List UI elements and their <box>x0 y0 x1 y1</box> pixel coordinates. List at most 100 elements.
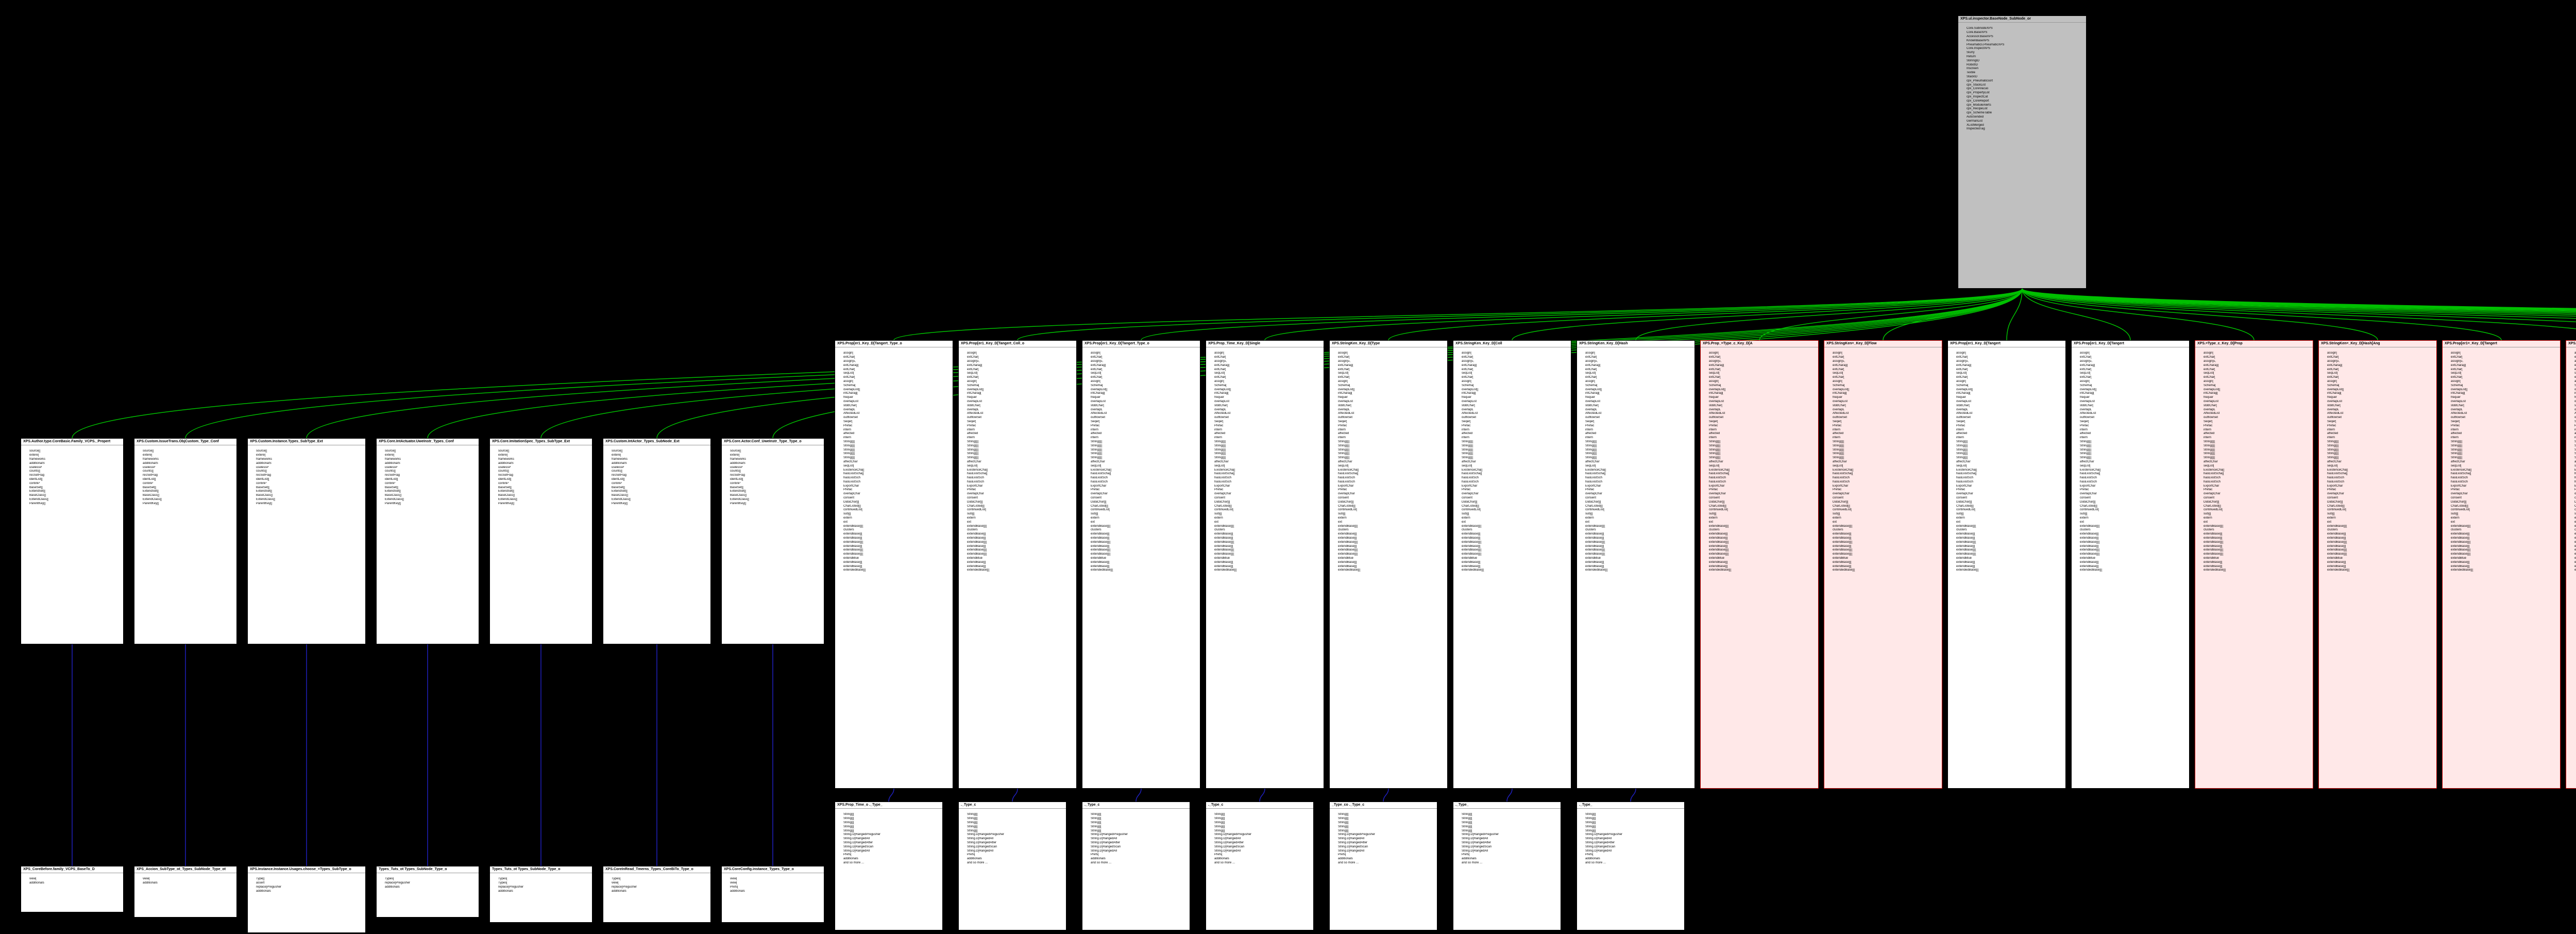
node-item: extere[ <box>385 454 478 458</box>
node-item: assign[u, <box>1585 360 1693 364</box>
node-item: extendBlue <box>843 557 952 561</box>
node-item: String[[[[ <box>967 452 1075 456</box>
node-item: String[[[[ <box>1338 440 1446 444</box>
node-item: consent <box>1833 496 1941 501</box>
node-item: outflowSet <box>1585 416 1693 420</box>
node-item: intern <box>967 436 1075 440</box>
node-item: extendBase[[[ <box>843 561 952 565</box>
node-item: intern <box>1338 428 1446 432</box>
node-item: String[[[[ <box>2204 448 2312 453</box>
node-item: extCharag[ <box>2204 364 2312 368</box>
node-item: seqList[ <box>1338 372 1446 376</box>
node-item: extendBase[[[ <box>2327 537 2435 541</box>
node-item: extendBase[[[[ <box>1091 541 1199 545</box>
node-item: overlapL <box>1462 408 1570 412</box>
node-item: continP <box>730 482 823 486</box>
node-item: ParentKey[] <box>29 502 122 506</box>
node-item: extere[ <box>143 454 235 458</box>
node-item: hasExistSch <box>2451 480 2559 485</box>
node-item: RobotID <box>1967 63 2085 68</box>
node-item: Seqer[ <box>1338 420 1446 424</box>
node-item: affectChar <box>1709 460 1817 464</box>
node-title: ._Type_ <box>1577 802 1684 809</box>
node-item: extendBase[[[[ <box>1833 548 1941 553</box>
node-item: ExportChar <box>1338 485 1446 489</box>
node-item: ExportChar <box>1462 485 1570 489</box>
node-item: continuedList[ <box>1833 508 1941 512</box>
node-item: seqList[ <box>2204 372 2312 376</box>
node-item: resSetFlag <box>256 474 364 478</box>
node-item: StirringID <box>1967 59 2085 63</box>
node-item: String[[[[ <box>1091 444 1199 448</box>
node-item: intCharag[ <box>1585 392 1693 396</box>
node-item: seqList[ <box>1833 372 1941 376</box>
node-item: extendedBase[[[ <box>843 569 952 573</box>
node-item: extendBase[[[ <box>2327 532 2435 537</box>
node-item: overlapL <box>2080 408 2188 412</box>
node-title: XPS.=Type_c_Key_D[Prop <box>2195 341 2313 347</box>
node-item: String[[[ <box>1091 825 1189 829</box>
node-item: Prefac <box>1214 488 1323 492</box>
node-item: AffectedList <box>2204 412 2312 416</box>
node-item: extendedBase[[[ <box>1585 569 1693 573</box>
node-item: overlapChar <box>2080 492 2188 496</box>
node-title: XPS.StringKen_Key_D[Coll <box>1453 341 1571 347</box>
node-item: counts[[ <box>498 470 591 474</box>
small-node-1: XPS.Custom.IssueTrans.ObjCustom_Type_Con… <box>134 438 237 644</box>
node-item: intern <box>1462 436 1570 440</box>
node-item: Prefac <box>1462 424 1570 428</box>
node-item: source[[ <box>29 449 122 454</box>
node-item: affected <box>2080 432 2188 436</box>
node-item: affectChar <box>1956 460 2064 464</box>
node-item: BaseClass[] <box>143 494 235 498</box>
node-item: hasExistScha[[ <box>2451 472 2559 476</box>
node-items: Type[[assertreplace[Pregusheradditionals <box>248 876 365 894</box>
node-item: intCharag[ <box>1338 392 1446 396</box>
node-item: frequer <box>2327 396 2435 400</box>
node-item: assign[ <box>2451 352 2559 356</box>
node-items: source[[extere[frameworksadditionalSusel… <box>490 448 592 507</box>
node-item: DataChar[[[ <box>2327 501 2435 505</box>
node-item: Schema[ <box>1585 384 1693 388</box>
node-item: String[[[[ <box>1956 456 2064 460</box>
node-item: BaseClass[] <box>385 494 478 498</box>
node-item: extCharag[ <box>1091 364 1199 368</box>
node-item: extCharag[ <box>1709 364 1817 368</box>
node-items: assign[extChar[assign[u,extCharag[extCha… <box>1330 351 1447 574</box>
node-item: replace[Pregusher <box>385 881 478 886</box>
node-item: extendBase[[[[ <box>1833 541 1941 545</box>
node-item: outflowSet <box>843 416 952 420</box>
node-item: String[[[ <box>1338 829 1436 833</box>
node-title: XPS.Prop_Time_Key_D[Single <box>1206 341 1324 347</box>
node-item: overlapList[[ <box>967 388 1075 392</box>
node-item: extChar[ <box>1462 376 1570 380</box>
node-item: Prefac <box>1956 424 2064 428</box>
node-item: extendBase[[[ <box>1956 532 2064 537</box>
node-item: Seqer[ <box>967 420 1075 424</box>
node-item: extendBase[[[[ <box>967 553 1075 557</box>
node-item: extChar[ <box>1833 368 1941 372</box>
node-item: AutoSended <box>1967 115 2085 120</box>
node-item: additionals <box>1338 857 1436 861</box>
node-item: extendBase[[[[ <box>2327 548 2435 553</box>
node-items: Types[view[replace[Pregusheradditionals <box>603 876 710 894</box>
node-items: assign[extChar[assign[u,extCharag[extCha… <box>1948 351 2065 574</box>
node-item: BaseClass[] <box>256 494 364 498</box>
node-item: intern <box>1833 428 1941 432</box>
node-item: String[[[ <box>1214 817 1312 821</box>
node-item: intern <box>1956 428 2064 432</box>
node-item: DataChar[[[ <box>1214 501 1323 505</box>
node-title: XPS.StringKen=_Key_D[Hash[Ang <box>2319 341 2436 347</box>
node-item: String[[[[ <box>1462 448 1570 453</box>
node-item: AffectedList <box>2080 412 2188 416</box>
node-item: String[[[[ <box>1091 440 1199 444</box>
node-item: assign[u, <box>1091 360 1199 364</box>
node-item: intCharag[ <box>1091 392 1199 396</box>
node-item: cpx_StackList <box>1967 84 2085 88</box>
node-item: extendBase[[[[ <box>1091 525 1199 529</box>
node-item: intern <box>1585 428 1693 432</box>
node-item: extCharag[ <box>1956 364 2064 368</box>
node-item: CharListed[[[ <box>1585 505 1693 509</box>
node-item: affected <box>1462 432 1570 436</box>
node-item: extCharag[ <box>1462 364 1570 368</box>
